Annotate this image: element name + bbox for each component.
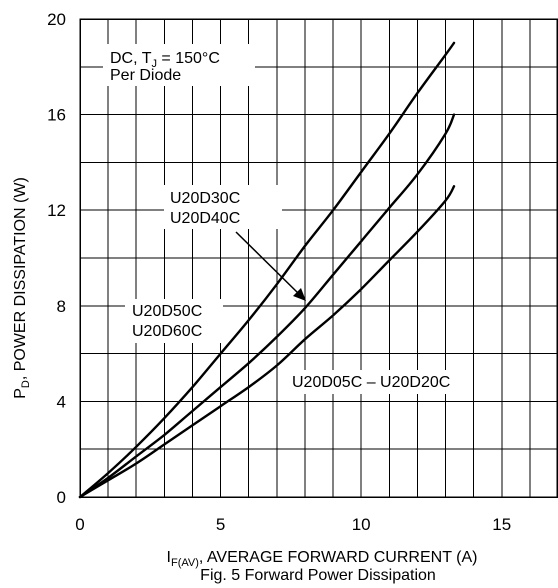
x-tick-label: 5	[216, 515, 225, 534]
series-label-line: U20D60C	[132, 323, 202, 340]
x-tick-label: 0	[75, 515, 84, 534]
y-axis-title: PD, POWER DISSIPATION (W)	[12, 177, 32, 399]
x-axis-title: IF(AV), AVERAGE FORWARD CURRENT (A)	[167, 549, 478, 569]
series-label-u20d30c-u20d40c: U20D30C U20D40C	[164, 185, 282, 229]
figure-caption: Fig. 5 Forward Power Dissipation	[200, 567, 436, 584]
grid	[80, 19, 558, 497]
series-label-line: U20D05C – U20D20C	[292, 374, 450, 391]
series-label-line: U20D30C	[170, 190, 240, 207]
condition-label: DC, TJ = 150°C Per Diode	[103, 44, 255, 86]
y-tick-label: 20	[47, 10, 66, 29]
condition-line-2: Per Diode	[110, 67, 181, 84]
y-tick-label: 4	[57, 392, 66, 411]
series-label-line: U20D50C	[132, 303, 202, 320]
series-label-u20d50c-u20d60c: U20D50C U20D60C	[125, 299, 223, 343]
y-tick-label: 12	[47, 201, 66, 220]
series-label-line: U20D40C	[170, 210, 240, 227]
y-tick-label: 16	[47, 106, 66, 125]
x-tick-label: 15	[492, 515, 511, 534]
y-tick-label: 8	[57, 297, 66, 316]
y-tick-label: 0	[57, 488, 66, 507]
tick-labels: 0 5 10 15 0 4 8 12 16 20	[47, 10, 511, 534]
series-label-u20d05c-u20d20c: U20D05C – U20D20C	[286, 370, 472, 394]
x-tick-label: 10	[352, 515, 371, 534]
